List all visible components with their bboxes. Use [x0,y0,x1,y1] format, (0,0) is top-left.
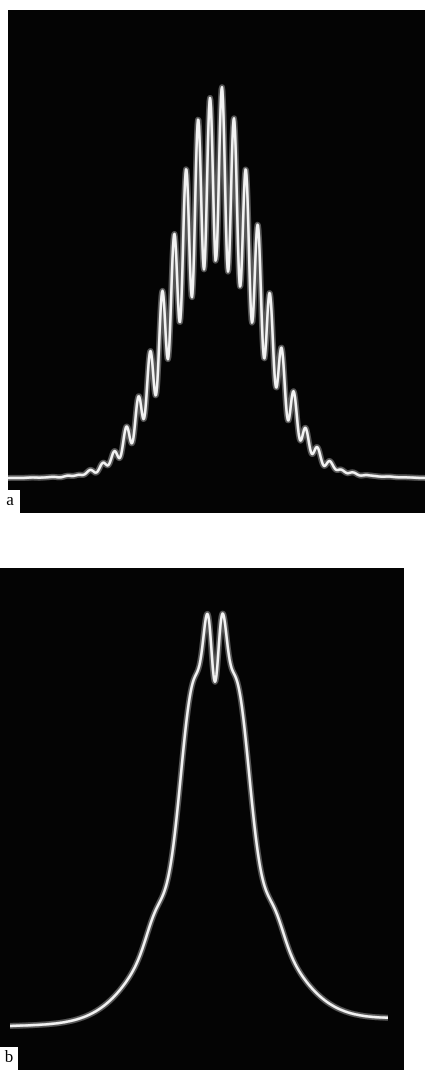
panel-label-b: b [0,1047,18,1070]
panel-label-a: a [0,490,20,513]
oscilloscope-trace-photo-b [0,568,404,1070]
trace-a-glow [8,84,425,481]
oscilloscope-trace-photo-a [8,10,425,513]
trace-b [7,610,391,1029]
trace-b-line [9,612,389,1028]
trace-a-line [8,86,425,480]
trace-b-glow [7,610,391,1029]
trace-a [8,84,425,481]
